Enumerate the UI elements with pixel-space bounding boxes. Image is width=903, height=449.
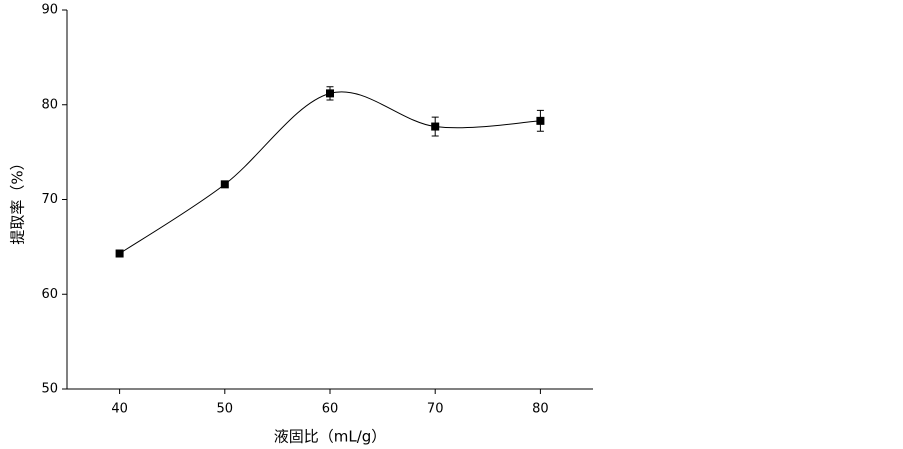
y-tick-label: 60	[41, 287, 58, 302]
x-tick-label: 80	[532, 402, 549, 417]
marker	[326, 89, 334, 98]
x-tick-label: 60	[322, 402, 339, 417]
x-tick-label: 40	[111, 402, 128, 417]
y-axis-title: 提取率（%）	[9, 155, 27, 244]
marker	[431, 122, 440, 131]
marker	[220, 180, 229, 189]
x-tick-label: 70	[427, 402, 444, 417]
line	[119, 91, 541, 254]
marker	[536, 116, 545, 125]
y-tick-label: 90	[41, 3, 58, 18]
marker	[115, 249, 124, 258]
y-tick-label: 80	[41, 97, 58, 112]
y-tick-label: 50	[41, 382, 58, 397]
x-tick-label: 50	[217, 402, 234, 417]
x-axis-title: 液固比（mL/g）	[274, 428, 387, 446]
y-tick-label: 70	[41, 192, 58, 207]
